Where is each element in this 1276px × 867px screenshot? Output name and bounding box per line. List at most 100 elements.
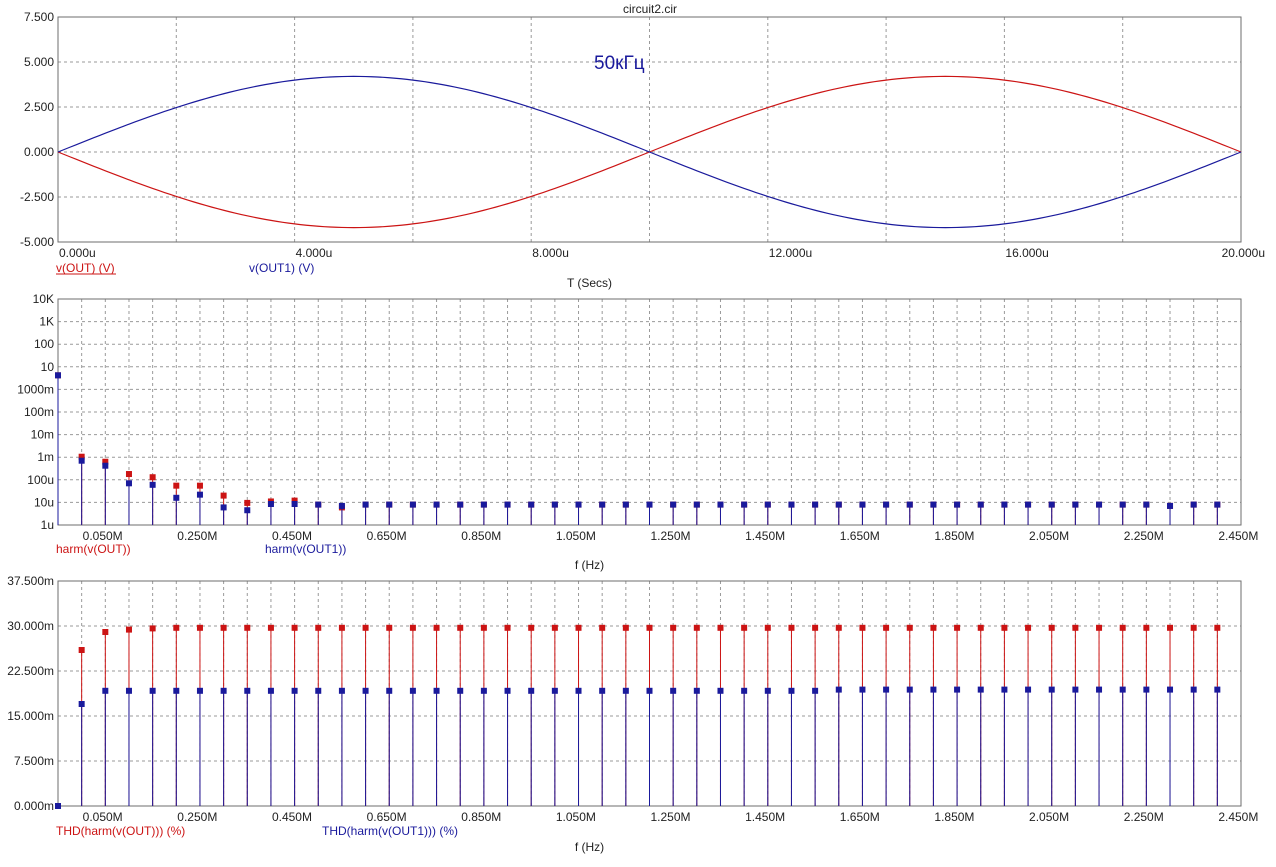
harmonics-legend-entry: harm(v(OUT))	[56, 542, 131, 556]
harmonics-y-tick-label: 1u	[41, 518, 54, 532]
thd-point-marker	[1001, 686, 1008, 693]
thd-point-marker	[717, 687, 724, 694]
thd-point-marker	[812, 624, 819, 631]
harmonics-point-marker	[480, 501, 487, 508]
transient-y-tick-label: 5.000	[24, 55, 54, 69]
transient-data-point	[117, 175, 118, 176]
transient-data-point	[294, 79, 295, 80]
harmonics-point-marker	[125, 480, 132, 487]
thd-point-marker	[457, 687, 464, 694]
harmonics-point-marker	[1096, 501, 1103, 508]
thd-point-marker	[954, 686, 961, 693]
thd-point-marker	[102, 629, 109, 635]
thd-point-marker	[1167, 624, 1174, 631]
thd-point-marker	[196, 624, 203, 631]
transient-data-point	[708, 128, 709, 129]
thd-point-marker	[1096, 686, 1103, 693]
thd-x-tick-label: 0.450M	[272, 810, 312, 824]
transient-data-point	[945, 227, 946, 228]
thd-point-marker	[433, 624, 440, 631]
thd-x-tick-label: 1.250M	[651, 810, 691, 824]
harmonics-y-tick-label: 1000m	[17, 382, 54, 396]
harmonics-x-tick-label: 2.250M	[1124, 529, 1164, 543]
thd-point-marker	[693, 687, 700, 694]
thd-point-marker	[1214, 624, 1221, 631]
thd-point-marker	[1167, 686, 1174, 693]
thd-x-tick-label: 0.250M	[177, 810, 217, 824]
thd-point-marker	[599, 624, 606, 631]
thd-point-marker	[338, 687, 345, 694]
harmonics-point-marker	[906, 501, 913, 508]
thd-point-marker	[1025, 686, 1032, 693]
thd-point-marker	[977, 624, 984, 631]
thd-point-marker	[338, 624, 345, 631]
thd-point-marker	[1214, 686, 1221, 693]
harmonics-y-tick-label: 1m	[37, 450, 54, 464]
thd-point-marker	[599, 687, 606, 694]
harmonics-point-marker	[504, 501, 511, 508]
transient-data-point	[826, 90, 827, 91]
thd-point-marker	[480, 687, 487, 694]
transient-series-line	[57, 75, 1242, 229]
harmonics-legend-entry: harm(v(OUT1))	[265, 542, 346, 556]
harmonics-point-marker	[1143, 501, 1150, 508]
transient-data-point	[1240, 151, 1241, 152]
window-title: circuit2.cir	[623, 2, 677, 16]
thd-x-tick-label: 0.850M	[461, 810, 501, 824]
harmonics-point-marker	[1072, 501, 1079, 508]
transient-data-point	[708, 175, 709, 176]
thd-point-marker	[551, 624, 558, 631]
harmonics-point-marker	[102, 462, 109, 469]
thd-x-tick-label: 2.250M	[1124, 810, 1164, 824]
harmonics-point-marker	[1190, 501, 1197, 508]
thd-point-marker	[551, 687, 558, 694]
thd-point-marker	[362, 687, 369, 694]
harmonics-point-marker	[717, 501, 724, 508]
transient-data-point	[1004, 79, 1005, 80]
thd-point-marker	[409, 624, 416, 631]
transient-frequency-annotation: 50кГц	[594, 53, 645, 74]
harmonics-point-marker	[291, 500, 298, 507]
transient-data-point	[471, 213, 472, 214]
harmonics-point-marker	[244, 507, 251, 514]
thd-panel	[55, 580, 1242, 809]
transient-data-point	[590, 128, 591, 129]
thd-point-marker	[220, 624, 227, 631]
thd-point-marker	[386, 624, 393, 631]
thd-legend-entry: THD(harm(v(OUT))) (%)	[56, 824, 185, 838]
thd-point-marker	[693, 624, 700, 631]
thd-point-marker	[646, 624, 653, 631]
thd-point-marker	[788, 687, 795, 694]
thd-point-marker	[1096, 624, 1103, 631]
harmonics-point-marker	[55, 372, 61, 379]
thd-point-marker	[433, 687, 440, 694]
thd-point-marker	[125, 687, 132, 694]
thd-x-tick-label: 1.650M	[840, 810, 880, 824]
thd-point-marker	[1119, 686, 1126, 693]
harmonics-x-tick-label: 1.850M	[934, 529, 974, 543]
thd-y-tick-label: 22.500m	[7, 664, 54, 678]
harmonics-point-marker	[528, 501, 535, 508]
transient-x-tick-label: 8.000u	[532, 246, 569, 260]
harmonics-point-marker	[267, 500, 274, 507]
harmonics-point-marker	[291, 497, 298, 504]
harmonics-x-tick-label: 0.250M	[177, 529, 217, 543]
transient-data-point	[176, 196, 177, 197]
transient-data-point	[1181, 128, 1182, 129]
harmonics-point-marker	[575, 501, 582, 508]
transient-y-tick-label: -2.500	[20, 190, 54, 204]
thd-x-tick-label: 1.050M	[556, 810, 596, 824]
thd-point-marker	[196, 687, 203, 694]
thd-point-marker	[386, 687, 393, 694]
harmonics-point-marker	[764, 501, 771, 508]
transient-data-point	[353, 76, 354, 77]
harmonics-point-marker	[977, 501, 984, 508]
transient-x-tick-label: 12.000u	[769, 246, 812, 260]
thd-point-marker	[409, 687, 416, 694]
thd-point-marker	[173, 687, 180, 694]
thd-point-marker	[1072, 624, 1079, 631]
transient-data-point	[886, 223, 887, 224]
thd-point-marker	[1119, 624, 1126, 631]
